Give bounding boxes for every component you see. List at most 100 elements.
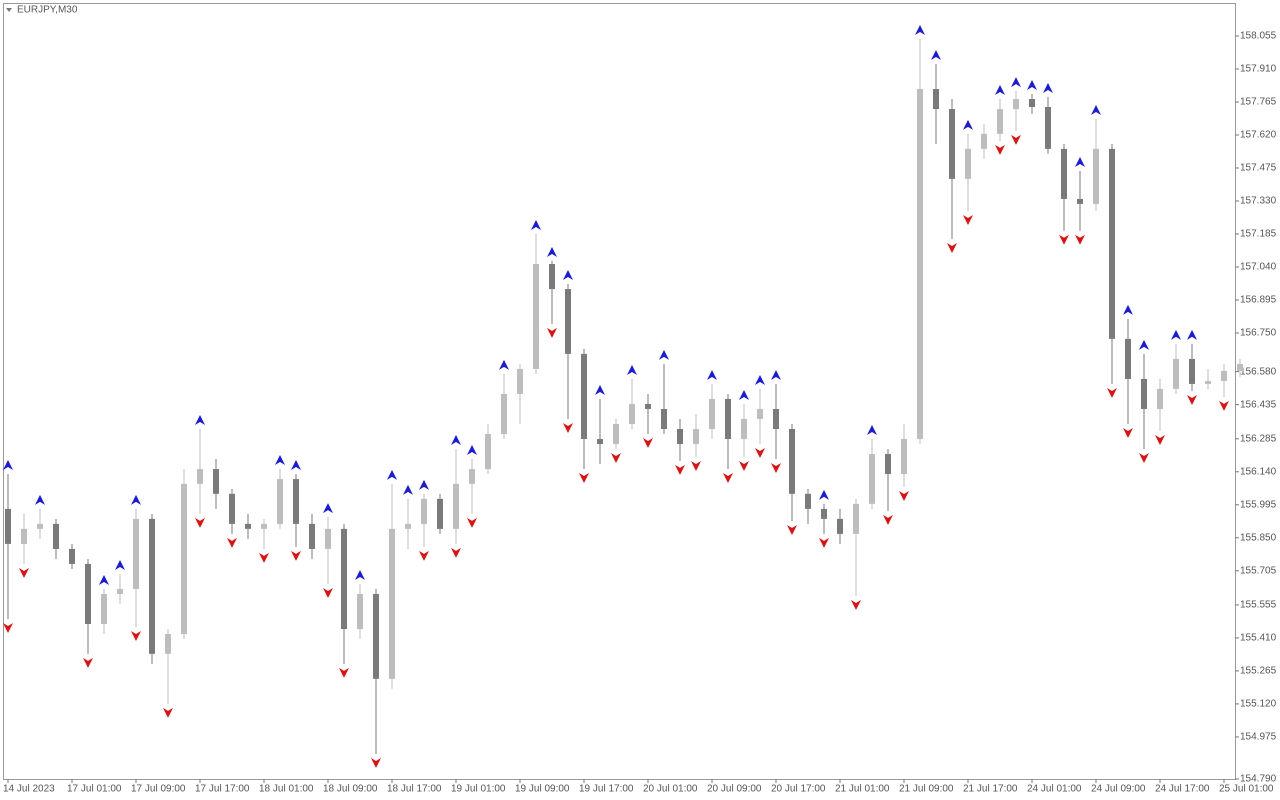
down-arrow	[723, 473, 733, 484]
down-arrow	[291, 550, 301, 561]
plot-frame	[3, 3, 1236, 780]
y-tick-label: 157.620	[1240, 130, 1277, 141]
down-arrow	[963, 214, 973, 225]
down-arrow	[563, 422, 573, 433]
up-arrow	[35, 494, 45, 505]
y-tick-label: 156.895	[1240, 295, 1277, 306]
candle-body	[741, 418, 747, 440]
candle-body	[213, 469, 219, 494]
up-arrow	[531, 219, 541, 230]
down-arrow	[1123, 427, 1133, 438]
candle-body	[165, 634, 171, 654]
candle-body	[981, 133, 987, 149]
y-tick-label: 157.330	[1240, 196, 1277, 207]
y-tick-label: 155.850	[1240, 532, 1277, 543]
candle-body	[565, 289, 571, 354]
up-arrow	[323, 503, 333, 514]
up-arrow	[387, 469, 397, 480]
up-arrow	[931, 49, 941, 60]
up-arrow	[563, 270, 573, 281]
up-arrow	[1139, 339, 1149, 350]
candle-body	[437, 498, 443, 529]
up-arrow	[291, 460, 301, 471]
up-arrow	[819, 489, 829, 500]
up-arrow	[499, 359, 509, 370]
down-arrow	[755, 448, 765, 459]
candle-body	[629, 403, 635, 424]
candle-body	[277, 479, 283, 524]
down-arrow	[1059, 234, 1069, 245]
candle-body	[949, 109, 955, 179]
x-tick-label: 14 Jul 2023	[3, 784, 55, 795]
candle-body	[101, 593, 107, 625]
y-tick-label: 155.120	[1240, 699, 1277, 710]
candle-body	[117, 588, 123, 594]
y-tick-label: 156.140	[1240, 466, 1277, 477]
candle-body	[661, 408, 667, 430]
down-arrow	[1187, 395, 1197, 405]
x-tick-label: 21 Jul 17:00	[963, 784, 1018, 795]
candle-body	[709, 398, 715, 430]
candle-body	[997, 109, 1003, 134]
y-tick-label: 156.435	[1240, 399, 1277, 410]
up-arrow	[1123, 304, 1133, 315]
candle-body	[837, 518, 843, 534]
y-tick-label: 154.790	[1240, 774, 1277, 785]
candle-body	[485, 434, 491, 470]
down-arrow	[691, 460, 701, 471]
x-tick-label: 17 Jul 09:00	[131, 784, 186, 795]
candle-body	[357, 593, 363, 630]
up-arrow	[1075, 156, 1085, 167]
down-arrow	[467, 517, 477, 528]
x-tick-label: 19 Jul 09:00	[515, 784, 570, 795]
candle-body	[197, 469, 203, 484]
candle-body	[85, 563, 91, 625]
y-tick-label: 156.580	[1240, 366, 1277, 377]
x-tick-label: 18 Jul 01:00	[259, 784, 314, 795]
y-tick-label: 154.975	[1240, 732, 1277, 743]
candle-body	[1029, 99, 1035, 107]
up-arrow	[419, 479, 429, 490]
candle-body	[1237, 363, 1243, 371]
up-arrow	[131, 494, 141, 505]
candle-body	[933, 89, 939, 110]
y-tick-label: 157.910	[1240, 64, 1277, 75]
candle-body	[1109, 148, 1115, 339]
up-arrow	[403, 484, 413, 495]
down-arrow	[739, 460, 749, 471]
down-arrow	[771, 463, 781, 474]
candle-body	[901, 439, 907, 475]
candle-body	[69, 548, 75, 564]
candle-body	[693, 429, 699, 445]
candle-body	[21, 528, 27, 544]
candle-body	[149, 518, 155, 654]
up-arrow	[739, 389, 749, 400]
down-arrow	[787, 524, 797, 535]
down-arrow	[1155, 435, 1165, 446]
up-arrow	[115, 559, 125, 570]
candle-body	[373, 593, 379, 679]
up-arrow	[771, 369, 781, 380]
x-tick-label: 18 Jul 17:00	[387, 784, 442, 795]
candle-body	[917, 89, 923, 440]
x-tick-label: 25 Jul 01:00	[1219, 784, 1274, 795]
down-arrow	[995, 144, 1005, 155]
y-tick-label: 155.265	[1240, 666, 1277, 677]
down-arrow	[3, 623, 13, 634]
down-arrow	[899, 491, 909, 502]
candle-body	[229, 493, 235, 524]
candle-body	[597, 439, 603, 445]
candle-body	[853, 503, 859, 534]
up-arrow	[355, 569, 365, 580]
y-tick-label: 155.555	[1240, 600, 1277, 611]
up-arrow	[755, 374, 765, 385]
candle-body	[261, 523, 267, 529]
down-arrow	[323, 587, 333, 598]
up-arrow	[1011, 77, 1021, 88]
x-tick-label: 17 Jul 01:00	[67, 784, 122, 795]
down-arrow	[611, 453, 621, 464]
candle-body	[533, 264, 539, 369]
down-arrow	[259, 552, 269, 563]
menu-triangle	[6, 8, 12, 12]
candle-body	[965, 148, 971, 179]
